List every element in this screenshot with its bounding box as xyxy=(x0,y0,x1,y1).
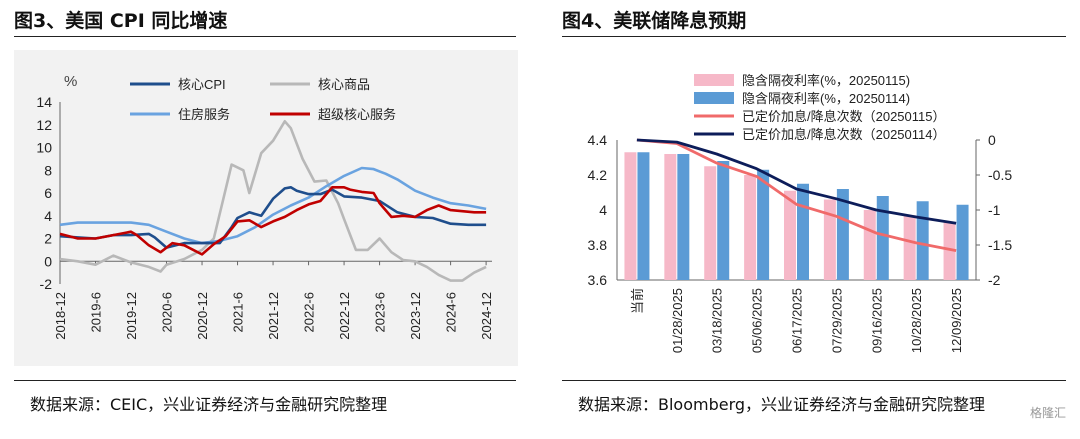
fed-chart-area: 3.6 3.8 4 4.2 4.4 -2 -1.5 -1 -0.5 0 当前 01/28/2025 03… xyxy=(562,50,1066,366)
legend-label: 隐含隔夜利率(%，20250115) xyxy=(742,73,910,88)
left-tick-label: 4.2 xyxy=(588,167,608,183)
series-line-0 xyxy=(59,186,487,249)
series-line-2 xyxy=(636,138,957,252)
x-tick-label: 2020-6 xyxy=(160,292,175,332)
legend-label: 住房服务 xyxy=(178,107,230,122)
legend-label: 已定价加息/降息次数（20250114） xyxy=(742,127,946,142)
x-tick-label: 2024-6 xyxy=(444,292,459,332)
legend-label: 已定价加息/降息次数（20250115） xyxy=(742,109,946,124)
source-divider xyxy=(14,380,516,381)
x-tick-label: 01/28/2025 xyxy=(670,288,685,353)
bar-1 xyxy=(677,154,690,280)
y-tick-label: 6 xyxy=(44,185,52,201)
y-tick-label: 8 xyxy=(44,162,52,178)
right-tick-label: 0 xyxy=(988,132,996,148)
series-line-1 xyxy=(59,120,487,282)
x-tick-label: 当前 xyxy=(630,288,645,314)
x-tick-label: 03/18/2025 xyxy=(710,288,725,353)
x-tick-label: 10/28/2025 xyxy=(909,288,924,353)
right-tick-label: -1 xyxy=(988,202,1001,218)
legend-label: 核心商品 xyxy=(318,77,370,92)
x-tick-label: 12/09/2025 xyxy=(949,288,964,353)
bar-0 xyxy=(744,175,757,280)
figure-4-title: 图4、美联储降息预期 xyxy=(562,10,747,32)
x-tick-label: 2019-12 xyxy=(124,292,139,340)
left-tick-label: 3.8 xyxy=(588,237,608,253)
series-line-2 xyxy=(59,166,487,245)
figure-4-panel: 图4、美联储降息预期 3.6 3.8 4 4.2 4.4 -2 -1.5 -1 -0.5 0 当前 0… xyxy=(548,0,1080,439)
source-divider xyxy=(562,380,1066,381)
right-tick-label: -2 xyxy=(988,272,1001,288)
left-tick-label: 3.6 xyxy=(588,272,608,288)
x-tick-label: 2022-6 xyxy=(302,292,317,332)
x-tick-label: 2020-12 xyxy=(195,292,210,340)
x-tick-label: 2022-12 xyxy=(337,292,352,340)
x-tick-label: 2019-6 xyxy=(89,292,104,332)
bar-1 xyxy=(876,196,889,280)
x-tick-label: 06/17/2025 xyxy=(790,288,805,353)
y-unit-label: % xyxy=(64,73,77,90)
x-tick-label: 2021-12 xyxy=(266,292,281,340)
bar-1 xyxy=(717,161,730,280)
bar-0 xyxy=(664,154,677,280)
cpi-chart-area: % -2 0 2 4 6 8 10 12 14 2018-12 2019-6 2019-12 2020-6… xyxy=(14,50,518,366)
bar-0 xyxy=(903,215,916,280)
y-tick-label: 2 xyxy=(44,231,52,247)
bar-1 xyxy=(797,183,809,280)
bar-1 xyxy=(956,204,969,280)
left-tick-label: 4 xyxy=(599,202,607,218)
legend-label: 隐含隔夜利率(%，20250114) xyxy=(742,91,910,106)
y-tick-label: 12 xyxy=(36,117,52,133)
cpi-line-chart: % -2 0 2 4 6 8 10 12 14 2018-12 2019-6 2019-12 2020-6… xyxy=(36,73,494,340)
bar-0 xyxy=(784,190,796,280)
bar-0 xyxy=(624,152,637,280)
y-tick-label: 4 xyxy=(44,208,52,224)
title-divider xyxy=(14,36,516,37)
x-tick-label: 2024-12 xyxy=(479,292,494,340)
left-tick-label: 4.4 xyxy=(588,132,608,148)
x-tick-label: 2021-6 xyxy=(231,292,246,332)
x-tick-label: 2023-12 xyxy=(408,292,423,340)
title-divider xyxy=(562,36,1066,37)
legend-swatch xyxy=(694,92,734,104)
x-tick-label: 05/06/2025 xyxy=(750,288,765,353)
bar-1 xyxy=(757,169,770,280)
bar-0 xyxy=(704,166,717,280)
y-tick-label: -2 xyxy=(40,276,53,292)
x-tick-label: 2018-12 xyxy=(53,292,68,340)
bar-1 xyxy=(637,152,650,280)
bar-1 xyxy=(836,189,849,280)
bar-1 xyxy=(916,201,929,280)
figure-3-source: 数据来源：CEIC，兴业证券经济与金融研究院整理 xyxy=(30,395,388,414)
y-tick-label: 0 xyxy=(44,253,52,269)
legend-swatch xyxy=(694,74,734,86)
figure-4-source: 数据来源：Bloomberg，兴业证券经济与金融研究院整理 xyxy=(578,395,986,414)
x-tick-label: 09/16/2025 xyxy=(869,288,884,353)
legend-label: 超级核心服务 xyxy=(318,107,396,122)
legend-label: 核心CPI xyxy=(178,77,226,92)
figure-3-title: 图3、美国 CPI 同比增速 xyxy=(14,10,228,32)
figure-3-panel: 图3、美国 CPI 同比增速 % -2 0 2 4 6 8 10 12 14 2018-12 2019… xyxy=(0,0,530,439)
fed-rate-chart: 3.6 3.8 4 4.2 4.4 -2 -1.5 -1 -0.5 0 当前 01/28/2025 03… xyxy=(588,73,1013,353)
bar-0 xyxy=(863,210,876,280)
right-tick-label: -1.5 xyxy=(988,237,1012,253)
bar-0 xyxy=(823,199,836,280)
y-tick-label: 14 xyxy=(36,94,52,110)
series-line-3 xyxy=(636,138,957,225)
right-tick-label: -0.5 xyxy=(988,167,1012,183)
series-line-3 xyxy=(59,186,487,256)
watermark-logo: 格隆汇 xyxy=(1029,406,1066,420)
x-tick-label: 2023-6 xyxy=(373,292,388,332)
x-tick-label: 07/29/2025 xyxy=(829,288,844,353)
y-tick-label: 10 xyxy=(36,140,52,156)
bar-0 xyxy=(943,222,956,280)
